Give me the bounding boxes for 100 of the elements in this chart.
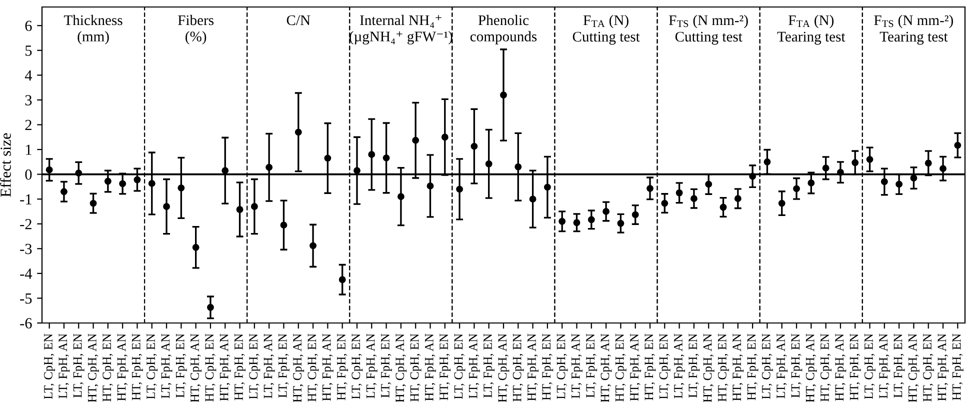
point xyxy=(588,216,595,224)
point xyxy=(661,200,668,207)
point xyxy=(397,193,404,200)
x-tick-label: LT, CpH, EN xyxy=(146,334,158,400)
x-tick-label: LT, CpH, EN xyxy=(556,334,568,400)
point xyxy=(250,203,258,210)
point xyxy=(163,203,170,210)
x-tick-label: HT, FpH, AN xyxy=(732,334,744,401)
text: F$_{TS}$ (N mm-²) Cutting test xyxy=(669,14,748,45)
y-tick-label: 2 xyxy=(25,120,32,130)
point xyxy=(412,136,420,144)
x-tick-label: LT, CpH, EN xyxy=(659,334,670,400)
x-tick-label: LT, FpH, EN xyxy=(381,334,392,398)
point xyxy=(764,158,771,166)
point xyxy=(148,180,156,187)
text: Fibers (%) xyxy=(178,14,214,44)
x-tick-label: HT, FpH, AN xyxy=(938,334,949,401)
x-tick-label: LT, FpH, EN xyxy=(484,334,495,398)
point xyxy=(441,134,448,141)
x-tick-label: LT, FpH, AN xyxy=(161,334,172,398)
x-tick-label: LT, FpH, EN xyxy=(586,334,598,398)
point xyxy=(778,200,786,207)
y-tick-label: -2 xyxy=(20,219,32,230)
x-tick-label: HT, CpH, AN xyxy=(293,334,304,402)
x-tick-label: HT, FpH, AN xyxy=(630,334,642,401)
point xyxy=(514,163,522,170)
y-tick-label: 6 xyxy=(25,20,32,32)
x-tick-label: HT, CpH, EN xyxy=(923,334,934,402)
point xyxy=(836,168,844,176)
text: Thickness (mm) xyxy=(64,14,122,44)
y-tick-label: -1 xyxy=(20,194,32,204)
point xyxy=(646,184,654,192)
point xyxy=(529,196,536,203)
point xyxy=(310,242,317,250)
point xyxy=(324,154,332,162)
x-tick-label: LT, CpH, EN xyxy=(352,334,363,400)
x-tick-label: HT, FpH, AN xyxy=(117,334,128,401)
x-tick-label: HT, CpH, EN xyxy=(205,334,216,402)
y-tick-label: 5 xyxy=(26,46,32,56)
point xyxy=(60,188,68,196)
point xyxy=(676,189,683,196)
y-tick-label: 4 xyxy=(24,70,32,80)
y-tick-label: -4 xyxy=(20,268,32,279)
point xyxy=(338,276,346,284)
point xyxy=(866,156,874,163)
x-tick-label: HT, CpH, EN xyxy=(718,334,729,402)
point xyxy=(690,195,698,202)
point xyxy=(222,167,229,174)
x-tick-label: HT, CpH, EN xyxy=(410,334,422,402)
text: Internal NH₄⁺ (µgNH₄⁺ gFW⁻¹) xyxy=(350,14,452,44)
point xyxy=(382,154,390,162)
x-tick-label: HT, CpH, AN xyxy=(396,334,407,402)
y-tick-label: -6 xyxy=(20,318,32,328)
x-tick-label: LT, FpH, EN xyxy=(73,334,84,398)
point xyxy=(178,184,185,192)
point xyxy=(207,304,214,311)
x-tick-label: HT, CpH, AN xyxy=(703,334,714,402)
point xyxy=(617,220,624,227)
x-tick-label: HT, FpH, EN xyxy=(542,334,554,400)
x-tick-label: LT, FpH, AN xyxy=(58,334,70,398)
x-tick-label: HT, CpH, EN xyxy=(308,334,319,402)
point xyxy=(485,160,492,168)
point xyxy=(896,180,903,188)
x-tick-label: HT, FpH, AN xyxy=(425,334,436,401)
point xyxy=(749,172,756,180)
point xyxy=(954,142,962,149)
point xyxy=(294,128,302,136)
y-tick-label: -5 xyxy=(20,294,32,304)
x-tick-label: LT, FpH, EN xyxy=(176,334,187,398)
point xyxy=(104,178,112,185)
x-tick-label: LT, FpH, EN xyxy=(688,334,700,398)
point xyxy=(90,200,97,207)
x-tick-label: HT, FpH, EN xyxy=(644,334,656,400)
x-tick-label: HT, CpH, AN xyxy=(88,334,99,402)
x-tick-label: HT, FpH, AN xyxy=(220,334,231,401)
point xyxy=(236,206,244,213)
x-tick-label: HT, FpH, AN xyxy=(835,334,846,401)
x-tick-label: LT, FpH, AN xyxy=(776,334,788,398)
point xyxy=(368,150,376,158)
point xyxy=(426,182,434,190)
text: Phenolic compounds xyxy=(470,14,537,44)
point xyxy=(705,180,712,188)
x-tick-label: HT, CpH, EN xyxy=(102,334,114,402)
x-tick-label: LT, FpH, EN xyxy=(791,334,802,398)
point xyxy=(632,211,639,218)
x-tick-label: HT, FpH, EN xyxy=(337,334,348,400)
text: F$_{TS}$ (N mm-²) Tearing test xyxy=(874,14,953,45)
x-tick-label: LT, FpH, AN xyxy=(879,334,890,398)
chart-title: C/N xyxy=(286,15,310,26)
x-tick-label: LT, FpH, AN xyxy=(366,334,378,398)
y-tick-label: 1 xyxy=(26,144,32,155)
x-tick-label: HT, FpH, EN xyxy=(132,334,143,400)
x-tick-label: HT, CpH, AN xyxy=(498,334,510,402)
point xyxy=(192,244,200,251)
x-tick-label: HT, CpH, EN xyxy=(512,334,524,402)
x-tick-label: HT, CpH, EN xyxy=(820,334,832,402)
point xyxy=(119,180,126,188)
y-axis-title: Effect size xyxy=(0,133,11,197)
point xyxy=(793,185,800,192)
x-tick-label: LT, FpH, AN xyxy=(264,334,275,398)
